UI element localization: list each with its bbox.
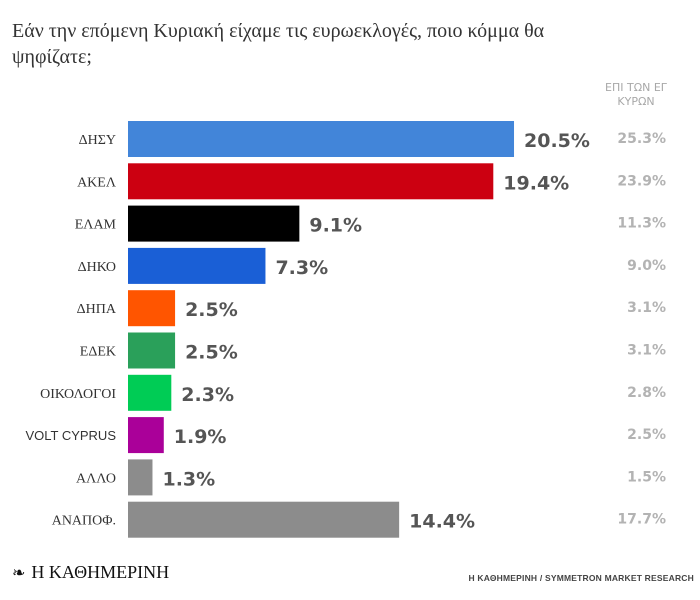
bar: [128, 332, 176, 369]
value-label: 19.4%: [503, 172, 569, 194]
category-label: ΔΗΚΟ: [78, 260, 116, 275]
value-label: 1.3%: [162, 468, 215, 490]
bar: [128, 163, 494, 200]
bar: [128, 501, 400, 538]
bar: [128, 459, 153, 496]
valid-votes-label: 2.5%: [627, 427, 666, 443]
value-label: 7.3%: [275, 257, 328, 279]
value-label: 2.5%: [185, 342, 238, 364]
valid-votes-label: 9.0%: [627, 258, 666, 274]
logo-emblem-icon: ❧: [12, 564, 26, 582]
bar: [128, 417, 164, 454]
bar: [128, 374, 172, 411]
value-label: 1.9%: [174, 426, 227, 448]
value-label: 20.5%: [524, 130, 590, 152]
source-credit: Η ΚΑΘΗΜΕΡΙΝΗ / SYMMETRON MARKET RESEARCH: [468, 573, 694, 583]
category-label: VOLT CYPRUS: [25, 428, 116, 443]
valid-votes-label: 17.7%: [617, 512, 666, 528]
category-label: ΑΛΛΟ: [76, 471, 116, 486]
valid-votes-label: 2.8%: [627, 385, 666, 401]
publisher-logo: ❧ Η ΚΑΘΗΜΕΡΙΝΗ: [12, 562, 169, 583]
category-label: ΕΛΑΜ: [75, 218, 117, 233]
valid-votes-label: 1.5%: [627, 469, 666, 485]
bar: [128, 205, 300, 242]
valid-votes-label: 23.9%: [617, 173, 666, 189]
value-label: 14.4%: [409, 511, 475, 533]
valid-votes-label: 25.3%: [617, 131, 666, 147]
value-label: 9.1%: [309, 215, 362, 237]
value-label: 2.3%: [181, 384, 234, 406]
valid-votes-header: ΕΠΙ ΤΩΝ ΕΓΚΥΡΩΝ: [605, 81, 667, 108]
bar: [128, 247, 266, 284]
logo-text: Η ΚΑΘΗΜΕΡΙΝΗ: [31, 562, 170, 582]
valid-votes-label: 3.1%: [627, 343, 666, 359]
bar: [128, 121, 515, 157]
valid-votes-label: 11.3%: [617, 216, 666, 232]
chart-title: Εάν την επόμενη Κυριακή είχαμε τις ευρωε…: [12, 20, 545, 68]
bar: [128, 290, 176, 327]
category-label: ΑΚΕΛ: [77, 175, 117, 190]
category-label: ΔΗΠΑ: [77, 302, 117, 317]
value-label: 2.5%: [185, 299, 238, 321]
category-label: ΑΝΑΠΟΦ.: [52, 514, 116, 529]
category-label: ΕΔΕΚ: [80, 345, 116, 360]
valid-votes-label: 3.1%: [627, 300, 666, 316]
category-label: ΟΙΚΟΛΟΓΟΙ: [40, 387, 116, 402]
category-label: ΔΗΣΥ: [79, 133, 116, 148]
